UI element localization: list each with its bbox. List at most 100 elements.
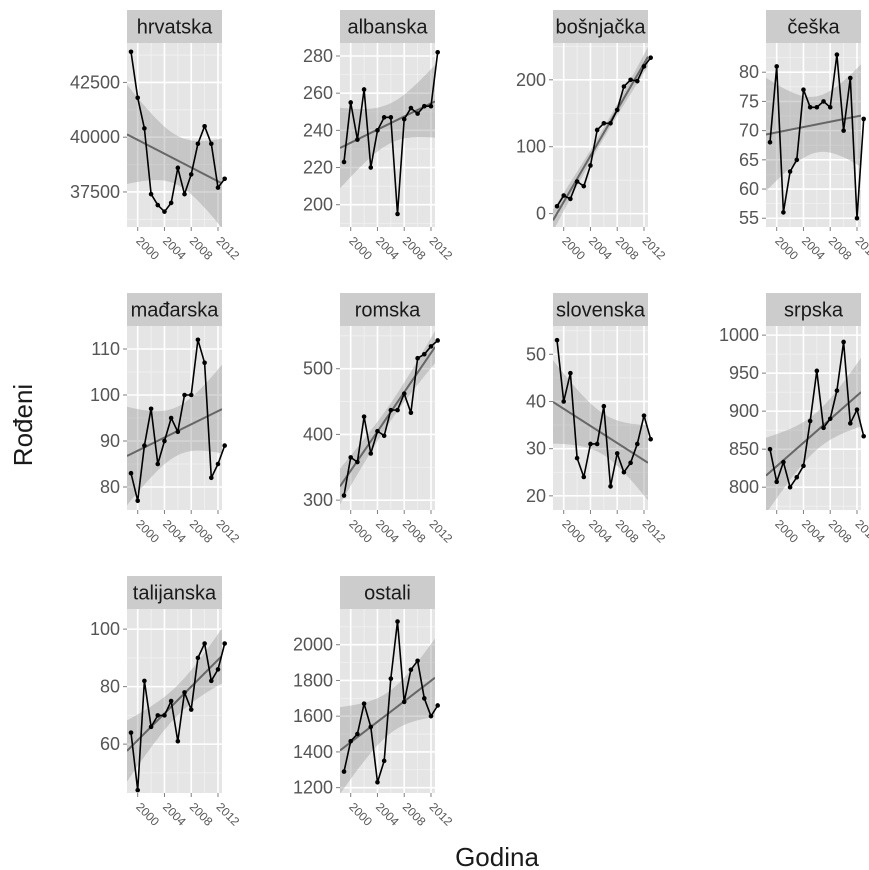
x-tick-label: 2004: [160, 517, 189, 546]
data-point: [781, 459, 786, 465]
y-tick-label: 100: [90, 385, 120, 405]
y-tick-label: 400: [303, 424, 333, 444]
data-point: [128, 730, 134, 735]
x-tick-label: 2000: [772, 234, 801, 263]
data-point: [341, 493, 347, 498]
data-point: [182, 392, 187, 398]
data-point: [428, 713, 434, 719]
y-tick-label: 50: [526, 344, 546, 364]
data-point: [208, 678, 214, 684]
data-point: [435, 49, 440, 55]
x-tick-label: 2012: [427, 800, 456, 829]
data-point: [614, 451, 620, 456]
panel-title: albanska: [347, 17, 428, 39]
data-point: [588, 441, 593, 447]
data-point: [601, 120, 607, 126]
trend-line: [553, 401, 648, 464]
data-point: [135, 787, 141, 793]
y-tick-label: 37500: [70, 182, 120, 202]
x-tick-label: 2008: [400, 517, 429, 546]
x-tick-label: 2012: [853, 517, 869, 546]
data-point: [421, 103, 427, 109]
data-point: [847, 421, 853, 426]
data-point: [581, 183, 587, 189]
data-point: [135, 498, 141, 504]
y-tick-label: 20: [526, 486, 546, 506]
confidence-band: [766, 64, 861, 192]
y-tick-label: 55: [739, 208, 759, 228]
data-point: [348, 738, 354, 744]
y-tick-label: 0: [536, 204, 546, 224]
x-tick-label: 2004: [373, 234, 402, 263]
confidence-band: [127, 364, 222, 506]
data-point: [821, 99, 826, 104]
data-point: [594, 127, 600, 133]
data-point: [415, 658, 420, 664]
data-point: [222, 443, 227, 448]
x-tick-label: 2008: [826, 234, 855, 263]
panel-strip: [766, 293, 861, 326]
data-point: [648, 436, 653, 442]
data-point: [142, 678, 147, 684]
trend-line: [127, 133, 222, 185]
x-tick-label: 2008: [187, 234, 216, 263]
y-tick-label: 80: [739, 62, 759, 82]
data-point: [341, 769, 347, 774]
data-point: [854, 215, 860, 221]
data-point: [834, 52, 840, 57]
y-tick-label: 500: [303, 359, 333, 379]
x-tick-label: 2012: [640, 234, 669, 263]
data-point: [142, 443, 147, 448]
y-tick-label: 950: [729, 363, 759, 383]
y-tick-label: 60: [739, 179, 759, 199]
data-point: [421, 696, 427, 701]
x-tick-label: 2000: [772, 517, 801, 546]
data-point: [208, 141, 214, 147]
y-tick-label: 40000: [70, 127, 120, 147]
panel-title: mađarska: [131, 300, 220, 322]
x-tick-label: 2004: [799, 517, 828, 546]
y-tick-label: 65: [739, 150, 759, 170]
x-tick-label: 2000: [346, 234, 375, 263]
data-point: [215, 667, 221, 672]
panel-strip: [340, 10, 435, 43]
y-tick-label: 1000: [719, 325, 759, 345]
y-tick-label: 280: [303, 46, 333, 66]
data-point: [841, 339, 846, 345]
panel-strip: [127, 10, 222, 43]
x-tick-label: 2004: [799, 234, 828, 263]
x-tick-label: 2012: [214, 800, 243, 829]
data-point: [155, 461, 161, 467]
data-point: [175, 429, 181, 435]
data-point: [561, 193, 567, 198]
panel-background: [127, 43, 222, 227]
data-point: [142, 126, 147, 131]
confidence-band: [340, 65, 435, 189]
x-tick-label: 2012: [214, 234, 243, 263]
data-point: [182, 191, 187, 197]
data-point: [854, 407, 860, 412]
data-point: [155, 713, 161, 718]
data-point: [847, 75, 853, 81]
trend-line: [127, 408, 222, 457]
data-point: [148, 724, 154, 730]
data-point: [368, 165, 374, 170]
data-point: [568, 196, 573, 202]
data-point: [401, 391, 407, 396]
x-tick-label: 2008: [400, 234, 429, 263]
data-point: [341, 159, 347, 165]
data-point: [814, 368, 820, 374]
y-tick-label: 900: [729, 401, 759, 421]
x-tick-label: 2004: [586, 517, 615, 546]
trend-line: [127, 655, 222, 752]
panel-strip: [340, 293, 435, 326]
panel-background: [766, 43, 861, 227]
data-point: [202, 360, 207, 366]
data-point: [195, 655, 201, 661]
data-point: [188, 707, 194, 712]
y-tick-label: 2000: [293, 635, 333, 655]
y-tick-label: 75: [739, 91, 759, 111]
